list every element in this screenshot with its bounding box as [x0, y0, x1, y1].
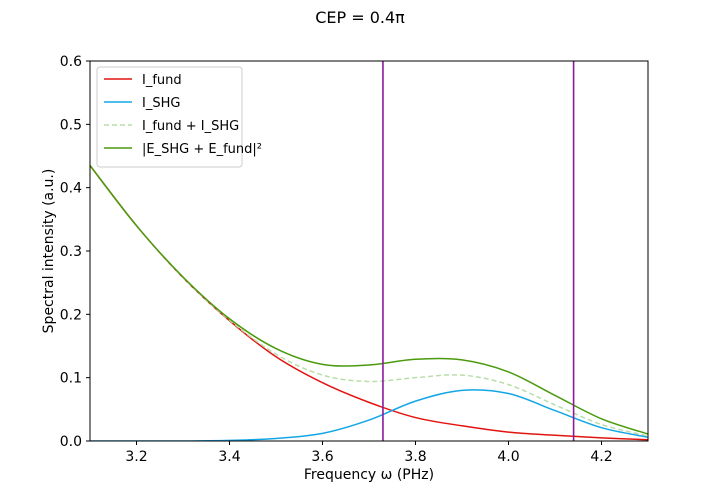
- legend-label-4: |E_SHG + E_fund|²: [142, 142, 262, 157]
- y-tick-label: 0.5: [60, 117, 82, 133]
- chart-title: CEP = 0.4π: [315, 8, 405, 27]
- legend: I_fund I_SHG I_fund + I_SHG |E_SHG + E_fund…: [96, 66, 262, 168]
- x-tick-label: 3.6: [311, 449, 333, 465]
- x-tick-label: 3.2: [125, 449, 147, 465]
- legend-box: [96, 66, 243, 168]
- y-tick-label: 0.0: [60, 434, 82, 450]
- series-layer: [90, 165, 648, 441]
- x-axis-ticks: 3.2 3.4 3.6 3.8 4.0 4.2: [125, 441, 613, 465]
- y-axis-ticks: 0.0 0.1 0.2 0.3 0.4 0.5 0.6: [60, 54, 90, 450]
- x-tick-label: 3.8: [404, 449, 426, 465]
- legend-label-1: I_fund: [142, 73, 182, 88]
- x-axis-label: Frequency ω (PHz): [304, 467, 434, 483]
- series-line-4: [90, 165, 648, 435]
- series-line-2: [90, 389, 648, 441]
- y-tick-label: 0.3: [60, 244, 82, 260]
- legend-label-3: I_fund + I_SHG: [142, 119, 239, 134]
- y-axis-label: Spectral intensity (a.u.): [41, 169, 57, 334]
- y-tick-label: 0.1: [60, 371, 82, 387]
- x-tick-label: 4.0: [497, 449, 519, 465]
- vline-layer: [382, 61, 575, 441]
- x-tick-label: 3.4: [218, 449, 240, 465]
- y-tick-label: 0.2: [60, 307, 82, 323]
- x-tick-label: 4.2: [590, 449, 612, 465]
- y-tick-label: 0.4: [60, 181, 82, 197]
- legend-label-2: I_SHG: [142, 96, 180, 111]
- y-tick-label: 0.6: [60, 54, 82, 70]
